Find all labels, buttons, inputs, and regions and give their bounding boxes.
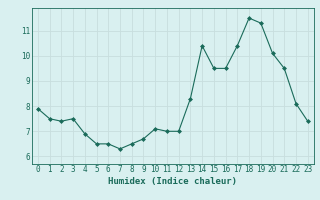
X-axis label: Humidex (Indice chaleur): Humidex (Indice chaleur) <box>108 177 237 186</box>
